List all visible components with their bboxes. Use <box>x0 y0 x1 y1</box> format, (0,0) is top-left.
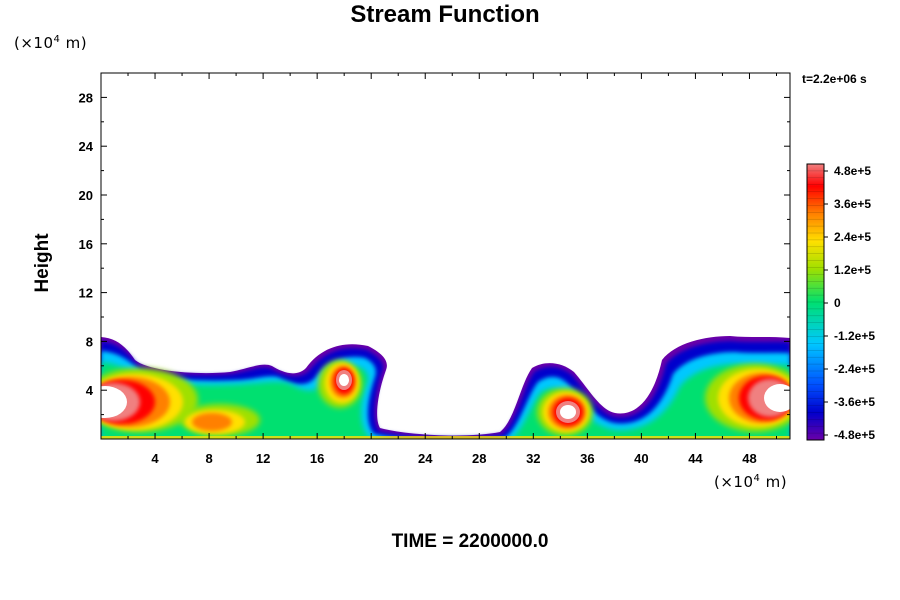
x-tick-label: 40 <box>634 451 648 466</box>
x-tick-label: 8 <box>205 451 212 466</box>
colorbar-label: -4.8e+5 <box>834 428 875 442</box>
colorbar-label: -2.4e+5 <box>834 362 875 376</box>
y-tick-label: 28 <box>79 90 93 105</box>
time-annotation: t=2.2e+06 s <box>802 72 867 86</box>
x-tick-label: 12 <box>256 451 270 466</box>
colorbar-label: 3.6e+5 <box>834 197 871 211</box>
x-tick-label: 20 <box>364 451 378 466</box>
x-tick-label: 36 <box>580 451 594 466</box>
y-axis: 4 8 12 16 20 24 28 <box>79 90 790 416</box>
colorbar-gradient <box>806 163 825 441</box>
y-tick-label: 20 <box>79 188 93 203</box>
x-tick-label: 32 <box>526 451 540 466</box>
colorbar-label: 2.4e+5 <box>834 230 871 244</box>
y-axis-unit: (×104 m) <box>14 34 88 52</box>
y-tick-label: 16 <box>79 237 93 252</box>
y-tick-label: 24 <box>79 139 94 154</box>
y-tick-label: 8 <box>86 334 93 349</box>
colorbar: 4.8e+5 3.6e+5 2.4e+5 1.2e+5 0 -1.2e+5 -2.4e+5 -… <box>806 163 875 442</box>
colorbar-label: -1.2e+5 <box>834 329 875 343</box>
plot-frame <box>100 72 791 440</box>
y-tick-label: 12 <box>79 286 93 301</box>
x-tick-label: 44 <box>688 451 703 466</box>
contour-field <box>101 336 790 439</box>
colorbar-label: -3.6e+5 <box>834 395 875 409</box>
x-axis: 4 8 12 16 20 24 28 32 36 40 44 48 <box>127 73 777 466</box>
time-footer: TIME = 2200000.0 <box>391 531 549 552</box>
colorbar-label: 1.2e+5 <box>834 263 871 277</box>
colorbar-label: 4.8e+5 <box>834 164 871 178</box>
y-tick-label: 4 <box>86 383 94 398</box>
x-tick-label: 24 <box>418 451 433 466</box>
x-tick-label: 16 <box>310 451 324 466</box>
x-axis-unit: (×104 m) <box>714 473 788 491</box>
colorbar-label: 0 <box>834 296 841 310</box>
chart-title: Stream Function <box>350 1 540 28</box>
x-tick-label: 4 <box>151 451 159 466</box>
x-tick-label: 28 <box>472 451 486 466</box>
x-tick-label: 48 <box>742 451 756 466</box>
